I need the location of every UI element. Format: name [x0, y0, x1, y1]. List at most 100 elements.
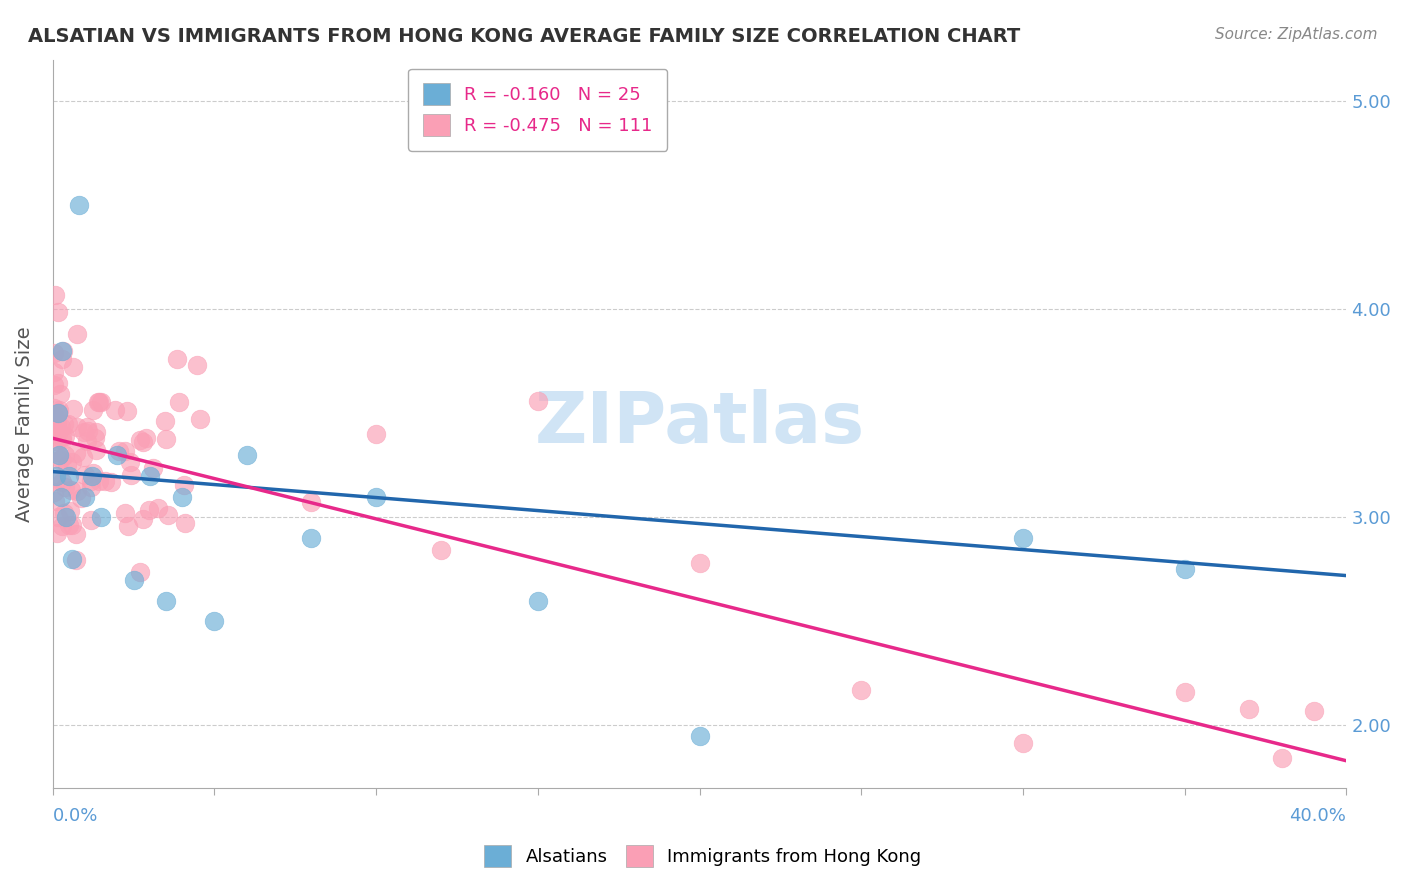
Point: [104, 403, 127, 417]
Point: [80, 474, 103, 488]
Point: [142, 460, 165, 475]
Legend: Alsatians, Immigrants from Hong Kong: Alsatians, Immigrants from Hong Kong: [477, 838, 929, 874]
Point: [90, 395, 112, 409]
Text: 40.0%: 40.0%: [1289, 806, 1347, 824]
Point: [62, 360, 84, 375]
Point: [90, 510, 112, 524]
Point: [129, 434, 152, 448]
Point: [76, 434, 98, 449]
Point: [49, 452, 72, 467]
Point: [117, 519, 139, 533]
Point: [44, 378, 66, 392]
Point: [80, 468, 103, 483]
Point: [118, 455, 141, 469]
Point: [1174, 685, 1197, 699]
Point: [114, 443, 136, 458]
Point: [73, 468, 96, 483]
Point: [45, 434, 67, 449]
Point: [114, 506, 136, 520]
Point: [689, 556, 711, 570]
Point: [129, 565, 152, 579]
Point: [44, 288, 66, 302]
Point: [430, 543, 453, 558]
Point: [236, 448, 259, 462]
Point: [67, 198, 90, 212]
Point: [44, 408, 66, 422]
Point: [1303, 704, 1326, 718]
Point: [301, 495, 323, 509]
Point: [46, 411, 69, 425]
Point: [46, 406, 69, 420]
Point: [156, 508, 179, 522]
Point: [70, 491, 93, 506]
Point: [51, 434, 73, 448]
Point: [65, 553, 87, 567]
Point: [45, 474, 67, 488]
Point: [146, 501, 169, 516]
Point: [153, 414, 176, 428]
Point: [60, 517, 83, 532]
Point: [59, 504, 82, 518]
Point: [51, 343, 73, 358]
Point: [122, 573, 145, 587]
Legend: R = -0.160   N = 25, R = -0.475   N = 111: R = -0.160 N = 25, R = -0.475 N = 111: [409, 69, 668, 151]
Point: [527, 593, 550, 607]
Point: [60, 552, 83, 566]
Point: [77, 424, 100, 438]
Point: [46, 426, 69, 441]
Point: [86, 425, 108, 439]
Point: [172, 490, 194, 504]
Point: [80, 513, 103, 527]
Point: [55, 510, 77, 524]
Point: [188, 412, 211, 426]
Point: [60, 455, 83, 469]
Point: [186, 359, 208, 373]
Point: [55, 480, 77, 494]
Point: [204, 615, 226, 629]
Point: [94, 475, 117, 489]
Point: [173, 516, 195, 530]
Point: [138, 503, 160, 517]
Point: [1174, 562, 1197, 576]
Point: [44, 345, 66, 359]
Point: [53, 506, 76, 520]
Text: ALSATIAN VS IMMIGRANTS FROM HONG KONG AVERAGE FAMILY SIZE CORRELATION CHART: ALSATIAN VS IMMIGRANTS FROM HONG KONG AV…: [28, 27, 1021, 45]
Point: [56, 458, 79, 472]
Point: [73, 425, 96, 439]
Point: [87, 474, 110, 488]
Point: [46, 445, 69, 459]
Point: [65, 484, 87, 499]
Point: [49, 387, 72, 401]
Point: [62, 402, 84, 417]
Point: [115, 404, 138, 418]
Point: [132, 434, 155, 449]
Text: 0.0%: 0.0%: [53, 806, 98, 824]
Point: [1012, 531, 1035, 545]
Point: [173, 478, 195, 492]
Point: [46, 376, 69, 391]
Point: [72, 450, 94, 464]
Point: [107, 443, 129, 458]
Point: [58, 517, 80, 532]
Point: [53, 429, 76, 443]
Point: [44, 365, 66, 379]
Point: [49, 490, 72, 504]
Point: [100, 475, 122, 490]
Point: [48, 405, 70, 419]
Point: [48, 452, 70, 467]
Point: [56, 417, 79, 432]
Point: [689, 729, 711, 743]
Point: [48, 448, 70, 462]
Point: [135, 430, 157, 444]
Point: [53, 448, 76, 462]
Point: [51, 518, 73, 533]
Point: [65, 446, 87, 460]
Point: [44, 401, 66, 416]
Point: [1239, 702, 1261, 716]
Point: [53, 417, 76, 431]
Point: [51, 420, 73, 434]
Point: [166, 351, 188, 366]
Point: [44, 418, 66, 433]
Point: [83, 431, 105, 445]
Point: [1271, 750, 1294, 764]
